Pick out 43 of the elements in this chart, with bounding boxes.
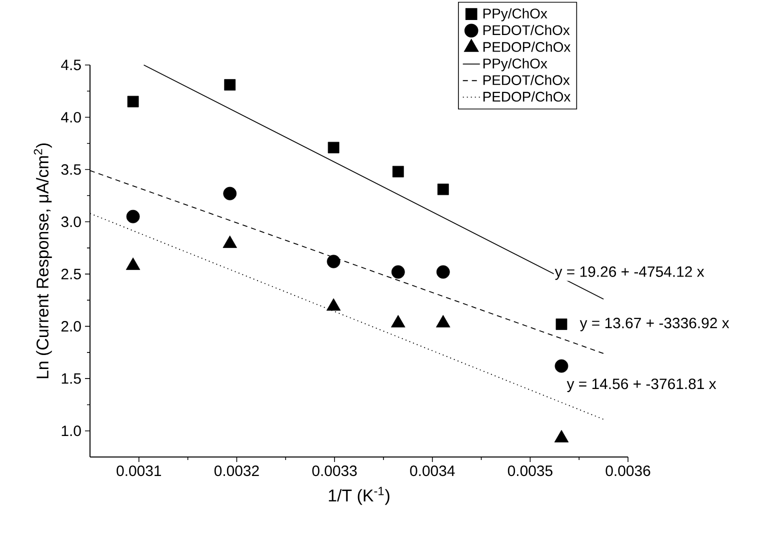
y-tick-label: 4.0: [61, 112, 81, 123]
point: [436, 314, 450, 328]
x-tick-label: 0.0034: [410, 466, 455, 476]
x-axis-title: 1/T (K$^{-1}$): [328, 486, 390, 505]
point: [126, 210, 140, 224]
annotation: y = 19.26 + -4754.12 x: [554, 266, 704, 280]
x-tick-label: 0.0032: [214, 466, 259, 476]
x-tick-label: 0.0031: [116, 466, 162, 476]
point: [556, 318, 568, 330]
y-tick-label: 3.0: [61, 216, 81, 228]
y-tick-label: 1.5: [62, 373, 81, 384]
point: [554, 359, 568, 373]
y-tick-label: 3.5: [61, 164, 81, 175]
point: [224, 79, 236, 91]
legend-label: PEDOT/ChOx: [483, 24, 570, 36]
x-tick-label: 0.0036: [606, 466, 650, 476]
legend-label: PPy/ChOx: [483, 8, 548, 22]
point: [437, 184, 449, 196]
point: [326, 254, 340, 268]
y-tick-label: 2.5: [61, 268, 81, 280]
point: [222, 236, 238, 248]
y-tick-label: 4.5: [61, 60, 81, 70]
legend-label: PEDOP/ChOx: [483, 42, 571, 52]
point: [126, 257, 140, 270]
annotation: y = 13.67 + -3336.92 x: [580, 318, 730, 332]
point: [328, 142, 340, 154]
legend-label: PEDOT/ChOx: [483, 74, 570, 86]
point: [127, 96, 139, 108]
point: [554, 430, 569, 442]
point: [436, 265, 450, 279]
point: [392, 166, 404, 178]
y-axis-title: Ln (Current Response, μA/cm$^{2}$): [34, 143, 52, 378]
x-tick-label: 0.0033: [312, 466, 357, 476]
point: [391, 265, 405, 279]
y-tick-label: 1.0: [62, 426, 81, 436]
annotation: y = 14.56 + -3761.81 x: [566, 378, 716, 392]
point: [391, 314, 406, 328]
y-tick-label: 2.0: [61, 321, 81, 332]
point: [326, 298, 341, 311]
legend-label: PPy/ChOx: [483, 58, 548, 72]
legend-label: PEDOP/ChOx: [483, 91, 571, 102]
point: [223, 186, 237, 200]
x-tick-label: 0.0035: [508, 466, 552, 476]
